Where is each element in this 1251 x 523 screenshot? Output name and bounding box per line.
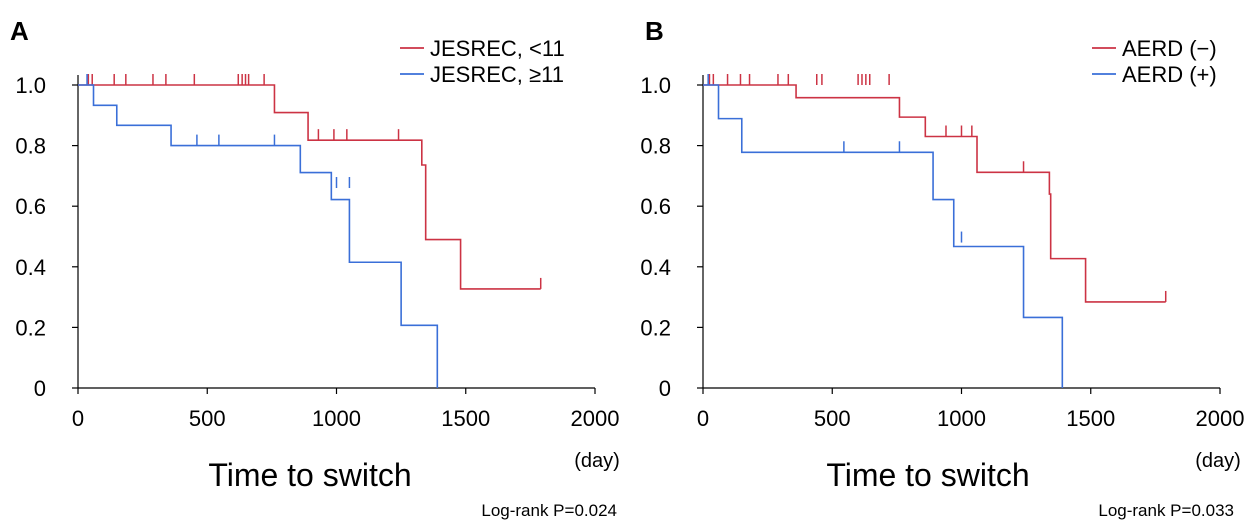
panel-b-x-tick-label: 1000 xyxy=(937,406,986,431)
panel-a-legend-label: JESREC, <11 xyxy=(430,36,565,61)
panel-b-legend-label: AERD (−) xyxy=(1122,36,1217,61)
panel-a-series-1-line xyxy=(78,84,439,388)
panel-b-legend: AERD (−)AERD (+) xyxy=(1092,36,1217,87)
panel-a-x-tick-label: 2000 xyxy=(571,406,620,431)
panel-a-x-tick-label: 500 xyxy=(189,406,226,431)
panel-a-legend-label: JESREC, ≥11 xyxy=(430,62,564,87)
panel-b-series-1-line xyxy=(703,84,1064,388)
panel-a: A 0 500 1000 1500 2000 0 0.2 0.4 0.6 0.8 1.0 JESR… xyxy=(10,16,620,520)
panel-b-x-tick-label: 1500 xyxy=(1066,406,1115,431)
panel-b-y-ticks: 0 0.2 0.4 0.6 0.8 1.0 xyxy=(640,73,703,401)
panel-a-y-tick-label: 1.0 xyxy=(15,73,46,98)
panel-b-series xyxy=(703,74,1167,388)
panel-b-x-tick-label: 500 xyxy=(814,406,851,431)
panel-a-logrank-label: Log-rank P=0.024 xyxy=(481,501,617,520)
panel-b: B 0 500 1000 1500 2000 0 0.2 0.4 0.6 0.8 1.0 AERD… xyxy=(640,16,1244,520)
panel-b-x-tick-label: 0 xyxy=(697,406,709,431)
panel-a-y-ticks: 0 0.2 0.4 0.6 0.8 1.0 xyxy=(15,73,78,401)
panel-a-y-tick-label: 0.2 xyxy=(15,315,46,340)
panel-b-x-unit-label: (day) xyxy=(1195,450,1241,472)
panel-b-legend-label: AERD (+) xyxy=(1122,62,1217,87)
panel-b-label: B xyxy=(645,16,664,46)
panel-a-x-axis-label: Time to switch xyxy=(208,457,411,493)
panel-b-x-axis-label: Time to switch xyxy=(826,457,1029,493)
panel-a-series xyxy=(78,74,542,388)
panel-a-x-tick-label: 1500 xyxy=(441,406,490,431)
panel-a-x-tick-label: 0 xyxy=(72,406,84,431)
panel-a-y-tick-label: 0.4 xyxy=(15,255,46,280)
panel-a-x-ticks: 0 500 1000 1500 2000 xyxy=(72,388,620,431)
panel-b-y-tick-label: 1.0 xyxy=(640,73,671,98)
panel-b-y-tick-label: 0.6 xyxy=(640,194,671,219)
panel-b-logrank-label: Log-rank P=0.033 xyxy=(1098,501,1234,520)
panel-a-series-0-line xyxy=(78,84,541,290)
panel-b-x-ticks: 0 500 1000 1500 2000 xyxy=(697,388,1245,431)
panel-a-y-tick-label: 0.8 xyxy=(15,134,46,159)
panel-a-label: A xyxy=(10,16,29,46)
panel-a-x-tick-label: 1000 xyxy=(312,406,361,431)
panel-b-y-tick-label: 0.4 xyxy=(640,255,671,280)
panel-a-y-tick-label: 0 xyxy=(34,376,46,401)
panel-a-y-tick-label: 0.6 xyxy=(15,194,46,219)
panel-b-series-0-line xyxy=(703,84,1166,303)
panel-a-x-unit-label: (day) xyxy=(574,450,620,472)
panel-b-y-tick-label: 0.8 xyxy=(640,134,671,159)
panel-b-y-tick-label: 0 xyxy=(659,376,671,401)
panel-b-y-tick-label: 0.2 xyxy=(640,315,671,340)
panel-b-x-tick-label: 2000 xyxy=(1196,406,1245,431)
